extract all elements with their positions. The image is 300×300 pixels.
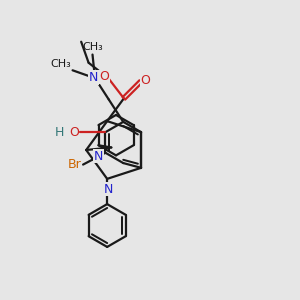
Text: O: O [100, 70, 110, 83]
Text: N: N [89, 71, 98, 84]
Text: N: N [104, 183, 113, 196]
Text: CH₃: CH₃ [50, 59, 71, 69]
Text: H: H [54, 126, 64, 139]
Text: N: N [94, 150, 103, 163]
Text: Br: Br [68, 158, 82, 171]
Text: O: O [69, 126, 79, 139]
Text: O: O [140, 74, 150, 87]
Text: CH₃: CH₃ [82, 42, 103, 52]
